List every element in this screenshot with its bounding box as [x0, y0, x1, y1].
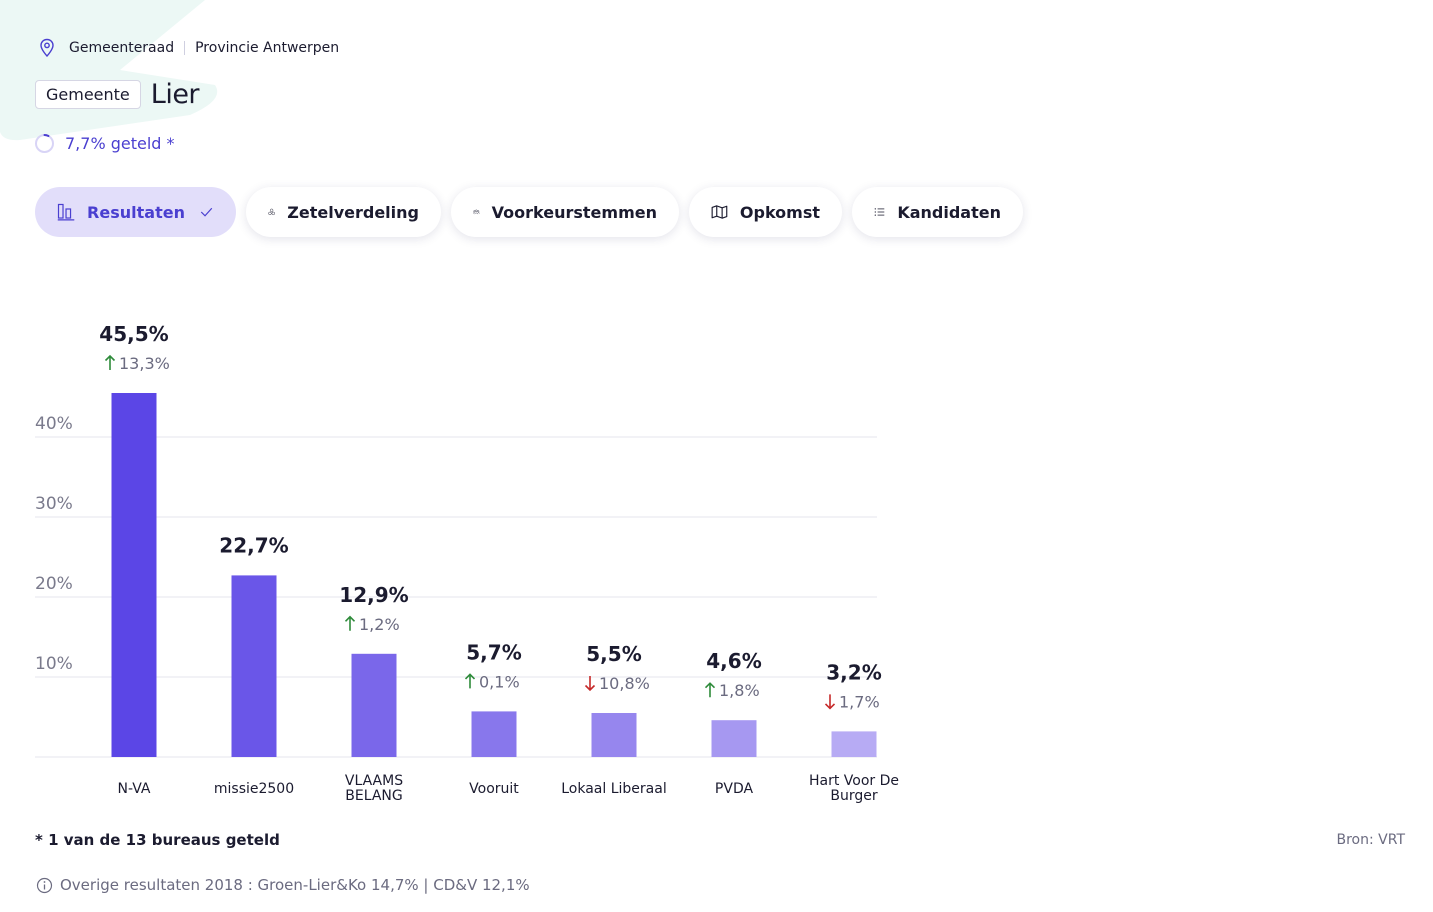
- tab-kandidaten[interactable]: Kandidaten: [852, 187, 1023, 237]
- seats-icon: [268, 208, 275, 216]
- bar-value-label: 3,2%: [826, 660, 881, 684]
- bar-change-label: 1,7%: [839, 692, 880, 711]
- bar-value-label: 22,7%: [219, 533, 288, 557]
- arrow-up-icon: [104, 354, 116, 370]
- bar-value-label: 5,7%: [466, 640, 521, 664]
- category-label: VLAAMS: [345, 773, 403, 789]
- bar: [351, 653, 397, 757]
- bar-value-label: 45,5%: [99, 322, 168, 346]
- breadcrumb: Gemeenteraad Provincie Antwerpen: [38, 38, 339, 58]
- bar-change-label: 1,2%: [359, 615, 400, 634]
- tab-label: Opkomst: [739, 202, 820, 222]
- other-results-text: Overige resultaten 2018 : Groen-Lier&Ko …: [60, 876, 530, 894]
- category-label: Hart Voor De: [809, 773, 899, 789]
- result-tabs: Resultaten Zetelverdeling Voorkeurstemme…: [35, 187, 1033, 237]
- y-tick-label: 20%: [35, 574, 73, 594]
- bar-change-label: 10,8%: [599, 674, 650, 693]
- bar-chart-icon: [57, 203, 75, 221]
- data-source: Bron: VRT: [1336, 832, 1406, 848]
- bar-value-label: 4,6%: [706, 649, 761, 673]
- arrow-down-icon: [824, 694, 836, 710]
- page-title: Lier: [150, 79, 200, 110]
- tab-voorkeurstemmen[interactable]: Voorkeurstemmen: [451, 187, 679, 237]
- bar: [591, 713, 637, 757]
- category-label: Lokaal Liberaal: [561, 781, 666, 797]
- tab-label: Voorkeurstemmen: [491, 202, 657, 222]
- category-label: BELANG: [345, 788, 402, 804]
- tab-label: Kandidaten: [897, 202, 1001, 222]
- bar: [711, 720, 757, 757]
- arrow-up-icon: [344, 615, 356, 631]
- breadcrumb-province[interactable]: Provincie Antwerpen: [195, 40, 340, 56]
- y-tick-label: 40%: [35, 414, 73, 434]
- arrow-down-icon: [584, 676, 596, 692]
- bar: [831, 731, 877, 757]
- bar-change-label: 0,1%: [479, 672, 520, 691]
- page-header: Gemeente Lier: [35, 79, 200, 110]
- progress-ring-icon: [35, 134, 54, 153]
- arrow-up-icon: [704, 682, 716, 698]
- tab-opkomst[interactable]: Opkomst: [689, 187, 842, 237]
- info-icon: [36, 877, 53, 893]
- tab-label: Resultaten: [87, 202, 185, 222]
- category-label: Burger: [830, 788, 877, 804]
- bar-change-label: 1,8%: [719, 681, 760, 700]
- location-pin-icon: [40, 38, 54, 58]
- bar: [111, 393, 157, 757]
- counting-footnote: * 1 van de 13 bureaus geteld: [35, 831, 280, 849]
- tab-resultaten[interactable]: Resultaten: [35, 187, 236, 237]
- counting-status: 7,7% geteld *: [34, 133, 175, 154]
- bar: [471, 711, 517, 757]
- map-icon: [711, 205, 728, 219]
- bar: [231, 575, 277, 757]
- y-tick-label: 30%: [35, 494, 73, 514]
- y-tick-label: 10%: [35, 654, 73, 674]
- checkmark-icon: [200, 207, 213, 217]
- arrow-up-icon: [464, 673, 476, 689]
- bar-value-label: 5,5%: [586, 642, 641, 666]
- category-label: N-VA: [118, 781, 151, 797]
- tab-label: Zetelverdeling: [287, 202, 419, 222]
- people-icon: [473, 209, 480, 215]
- counted-percentage: 7,7% geteld *: [65, 134, 175, 153]
- list-icon: [874, 208, 885, 216]
- category-label: Vooruit: [469, 781, 519, 797]
- category-label: PVDA: [715, 781, 754, 797]
- entity-type-chip: Gemeente: [35, 80, 141, 109]
- breadcrumb-separator: [184, 41, 186, 55]
- category-label: missie2500: [214, 781, 294, 797]
- tab-zetelverdeling[interactable]: Zetelverdeling: [246, 187, 441, 237]
- bar-change-label: 13,3%: [119, 354, 170, 373]
- bar-value-label: 12,9%: [339, 583, 408, 607]
- breadcrumb-level[interactable]: Gemeenteraad: [69, 40, 175, 56]
- other-results-2018: Overige resultaten 2018 : Groen-Lier&Ko …: [36, 876, 530, 894]
